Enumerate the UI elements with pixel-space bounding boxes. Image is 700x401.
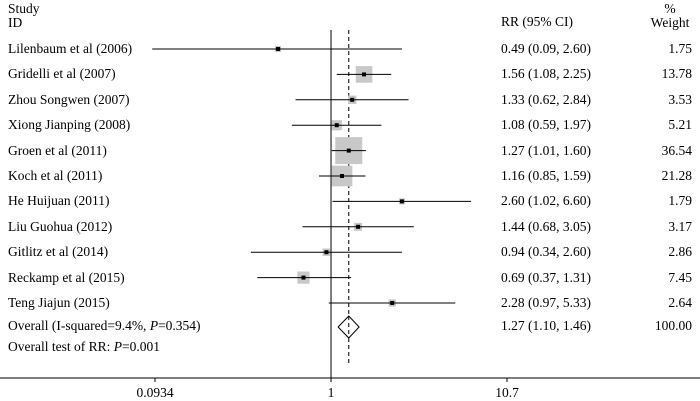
x-tick-label: 0.0934 [136,385,174,400]
overall-label-p: P [149,318,159,333]
point-estimate [301,275,306,280]
point-estimate [350,97,355,102]
x-tick-label: 10.7 [495,385,519,400]
study-ci: 2.60 (1.02, 6.60) [501,193,591,209]
point-estimate [334,123,339,128]
study-ci: 1.16 (0.85, 1.59) [501,168,591,183]
study-ci: 0.94 (0.34, 2.60) [501,244,591,260]
study-ci: 1.33 (0.62, 2.84) [501,91,591,107]
overall-test-suffix: =0.001 [121,339,160,354]
overall-label-suffix: =0.354) [158,318,201,333]
study-ci: 1.56 (1.08, 2.25) [501,66,591,82]
x-tick-label: 1 [327,385,335,400]
rr-header: RR (95% CI) [501,14,573,29]
study-name: Teng Jiajun (2015) [8,295,110,310]
point-estimate [346,148,351,153]
study-ci: 1.44 (0.68, 3.05) [501,218,591,234]
overall-weight: 100.00 [654,318,692,333]
study-weight: 5.21 [668,117,692,133]
study-name: Zhou Songwen (2007) [8,91,130,107]
point-estimate [340,174,345,178]
study-weight: 2.64 [668,295,692,310]
study-weight: 1.79 [668,193,692,209]
study-name: Liu Guohua (2012) [8,218,113,234]
weight-header-line1: % [664,1,676,16]
overall-test-prefix: Overall test of RR: [8,339,114,354]
point-estimate [324,250,329,255]
study-weight: 3.17 [668,218,692,234]
study-weight: 3.53 [668,91,692,107]
study-ci: 0.49 (0.09, 2.60) [501,41,591,56]
study-name: Gridelli et al (2007) [8,66,116,82]
study-name: Gitlitz et al (2014) [8,244,109,260]
overall-label-prefix: Overall (I-squared=9.4%, [8,318,150,333]
point-estimate [390,301,395,305]
point-estimate [399,199,404,204]
study-name: Lilenbaum et al (2006) [8,41,133,56]
overall-test-p: P [113,339,122,354]
overall-test-label: Overall test of RR: P=0.001 [8,339,160,355]
study-ci: 1.27 (1.01, 1.60) [501,142,591,158]
study-weight: 21.28 [661,168,692,183]
study-name: Reckamp et al (2015) [8,269,125,285]
overall-ci: 1.27 (1.10, 1.46) [501,318,591,333]
study-name: Koch et al (2011) [8,168,103,183]
point-estimate [362,72,367,77]
study-header-line1: Study [8,1,40,16]
study-ci: 1.08 (0.59, 1.97) [501,117,591,133]
point-estimate [356,224,361,229]
study-name: He Huijuan (2011) [8,193,110,209]
study-weight: 13.78 [661,66,692,82]
weight-header-line2: Weight [650,15,690,30]
study-name: Xiong Jianping (2008) [8,117,131,133]
study-weight: 1.75 [668,41,692,56]
study-weight: 36.54 [661,142,692,158]
study-name: Groen et al (2011) [8,142,107,158]
overall-label: Overall (I-squared=9.4%, P=0.354) [8,318,201,334]
study-ci: 2.28 (0.97, 5.33) [501,295,591,310]
study-weight: 7.45 [668,269,692,285]
point-estimate [276,47,281,51]
study-weight: 2.86 [668,244,692,260]
study-ci: 0.69 (0.37, 1.31) [501,269,591,285]
study-header-line2: ID [8,15,23,30]
